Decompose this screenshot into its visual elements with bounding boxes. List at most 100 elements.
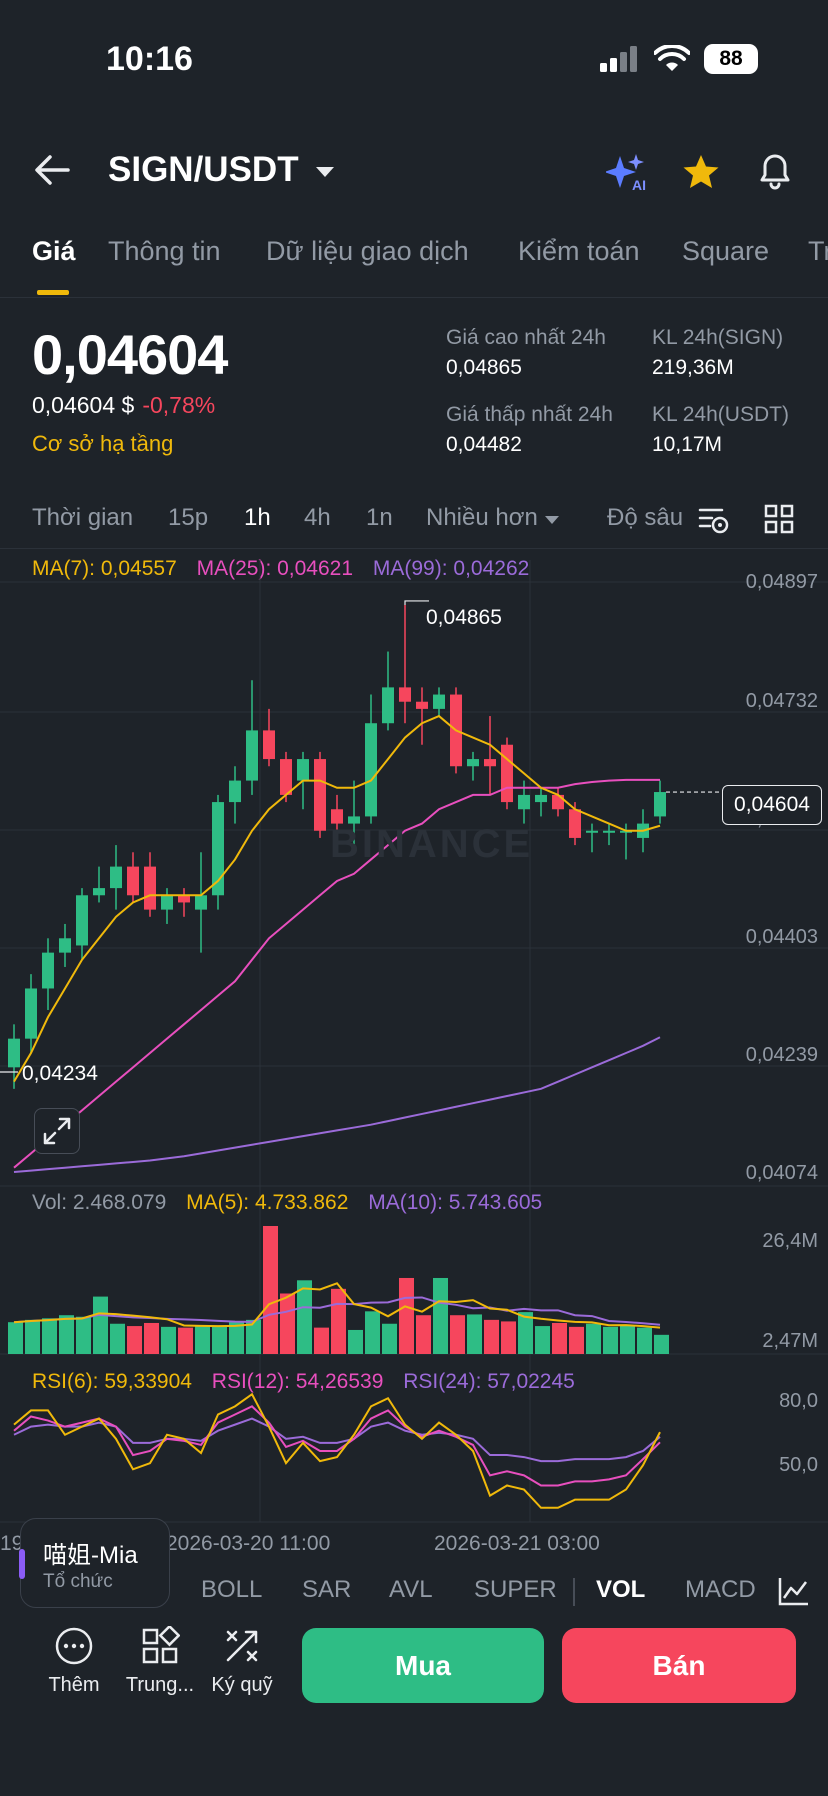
tab-audit[interactable]: Kiểm toán [518,236,640,266]
rsi24-label: RSI(24): 57,02245 [403,1370,575,1393]
candlestick-chart[interactable] [0,548,828,1548]
more-dots-icon [55,1627,93,1665]
tab-info[interactable]: Thông tin [108,236,221,266]
margin-action[interactable]: Ký quỹ [210,1626,274,1697]
volume-bar [42,1318,57,1354]
user-role: Tổ chức [43,1571,113,1592]
fullscreen-button[interactable] [34,1108,80,1154]
tab-square[interactable]: Square [682,236,770,266]
last-price: 0,04604 [32,323,228,386]
center-action[interactable]: Trung... [120,1626,200,1697]
margin-icon [226,1630,258,1662]
buy-button[interactable]: Mua [302,1628,544,1703]
volume-legend: Vol: 2.468.079 MA(5): 4.733.862 MA(10): … [32,1191,542,1215]
favorite-star-icon[interactable] [682,154,720,190]
candle-body [586,830,598,833]
volume-bar [25,1319,40,1354]
price-axis-label: 0,04239 [745,1044,818,1066]
candle-body [246,730,258,781]
interval-1h[interactable]: 1h [244,504,271,531]
live-user-card[interactable]: 喵姐-Mia Tổ chức [19,1518,170,1608]
volume-bar [59,1315,74,1354]
volume-bar [331,1288,346,1354]
candle-body [433,694,445,709]
volume-bar [246,1319,261,1354]
binance-watermark: BINANCE [330,822,534,866]
time-axis-label: 2026-03-20 11:00 [166,1532,331,1555]
volume-bar [93,1296,108,1354]
indicator-sar[interactable]: SAR [302,1576,352,1603]
pair-title[interactable]: SIGN/USDT [108,150,336,190]
candle-body [552,794,564,810]
ai-sparkle-icon[interactable]: AI [606,152,650,192]
candle-body [654,792,666,817]
user-name: 喵姐-Mia [43,1542,138,1569]
price-axis-label: 0,04732 [745,690,818,712]
candle-body [8,1038,20,1068]
stat-label: Giá thấp nhất 24h [446,403,613,426]
interval-more-label: Nhiều hơn [426,504,538,531]
margin-label: Ký quỹ [211,1674,273,1696]
volume-bar [569,1326,584,1354]
fade-overlay [680,498,740,548]
price-change: -0,78% [142,392,216,418]
volume-bar [110,1323,125,1354]
tab-divider [0,297,828,298]
interval-time[interactable]: Thời gian [32,504,134,531]
ma25-label: MA(25): 0,04621 [196,557,354,580]
candle-body [93,888,105,896]
back-arrow-icon[interactable] [34,154,70,186]
rsi-axis-label: 80,0 [779,1390,818,1412]
candle-body [127,866,139,896]
volume-bar [399,1277,414,1354]
volume-ma5-line [13,1282,661,1329]
indicator-super[interactable]: SUPER [474,1576,557,1603]
candle-body [314,759,326,831]
indicator-vol[interactable]: VOL [596,1576,646,1603]
candle-body [331,809,343,824]
indicator-macd[interactable]: MACD [685,1576,756,1603]
volume-bar [8,1322,23,1354]
tab-active-indicator [37,290,69,295]
volume-axis-top: 26,4M [762,1230,818,1252]
interval-more[interactable]: Nhiều hơn [426,504,560,532]
candle-body [382,687,394,724]
indicator-avl[interactable]: AVL [389,1576,433,1603]
bell-icon[interactable] [756,150,794,190]
tab-price[interactable]: Giá [32,236,76,266]
rsi-legend: RSI(6): 59,33904 RSI(12): 54,26539 RSI(2… [32,1370,575,1394]
interval-15m[interactable]: 15p [168,504,209,531]
stat-label: KL 24h(USDT) [652,403,789,426]
apps-icon [142,1626,180,1664]
candle-body [263,730,275,760]
sell-button[interactable]: Bán [562,1628,796,1703]
pair-name: SIGN/USDT [108,150,299,189]
high-annotation: 0,04865 [426,606,502,629]
more-action[interactable]: Thêm [44,1626,104,1697]
volume-bar [263,1226,278,1354]
vol-ma5-label: MA(5): 4.733.862 [186,1191,349,1214]
rsi6-line [13,1392,661,1509]
stat-volume-usdt: KL 24h(USDT) 10,17M [652,403,789,457]
volume-bar [654,1334,669,1354]
indicator-chart-icon[interactable] [778,1576,810,1606]
category-tag[interactable]: Cơ sở hạ tầng [32,431,174,456]
status-icons: 88 [600,44,758,74]
indicator-boll[interactable]: BOLL [201,1576,263,1603]
center-label: Trung... [125,1674,195,1696]
interval-depth[interactable]: Độ sâu [607,504,684,531]
interval-divider [0,548,828,549]
candle-body [501,744,513,803]
candle-body [25,988,37,1039]
candle-body [59,938,71,953]
grid-layout-icon[interactable] [764,504,794,534]
volume-bar [467,1314,482,1354]
volume-bar [314,1327,329,1354]
tab-trading-data[interactable]: Dữ liệu giao dịch [266,236,469,266]
low-annotation: 0,04234 [22,1062,98,1085]
rsi24-line [13,1417,661,1463]
interval-1d[interactable]: 1n [366,504,393,531]
chart-settings-icon[interactable] [698,504,730,536]
tab-more[interactable]: Tr [808,236,828,266]
interval-4h[interactable]: 4h [304,504,331,531]
